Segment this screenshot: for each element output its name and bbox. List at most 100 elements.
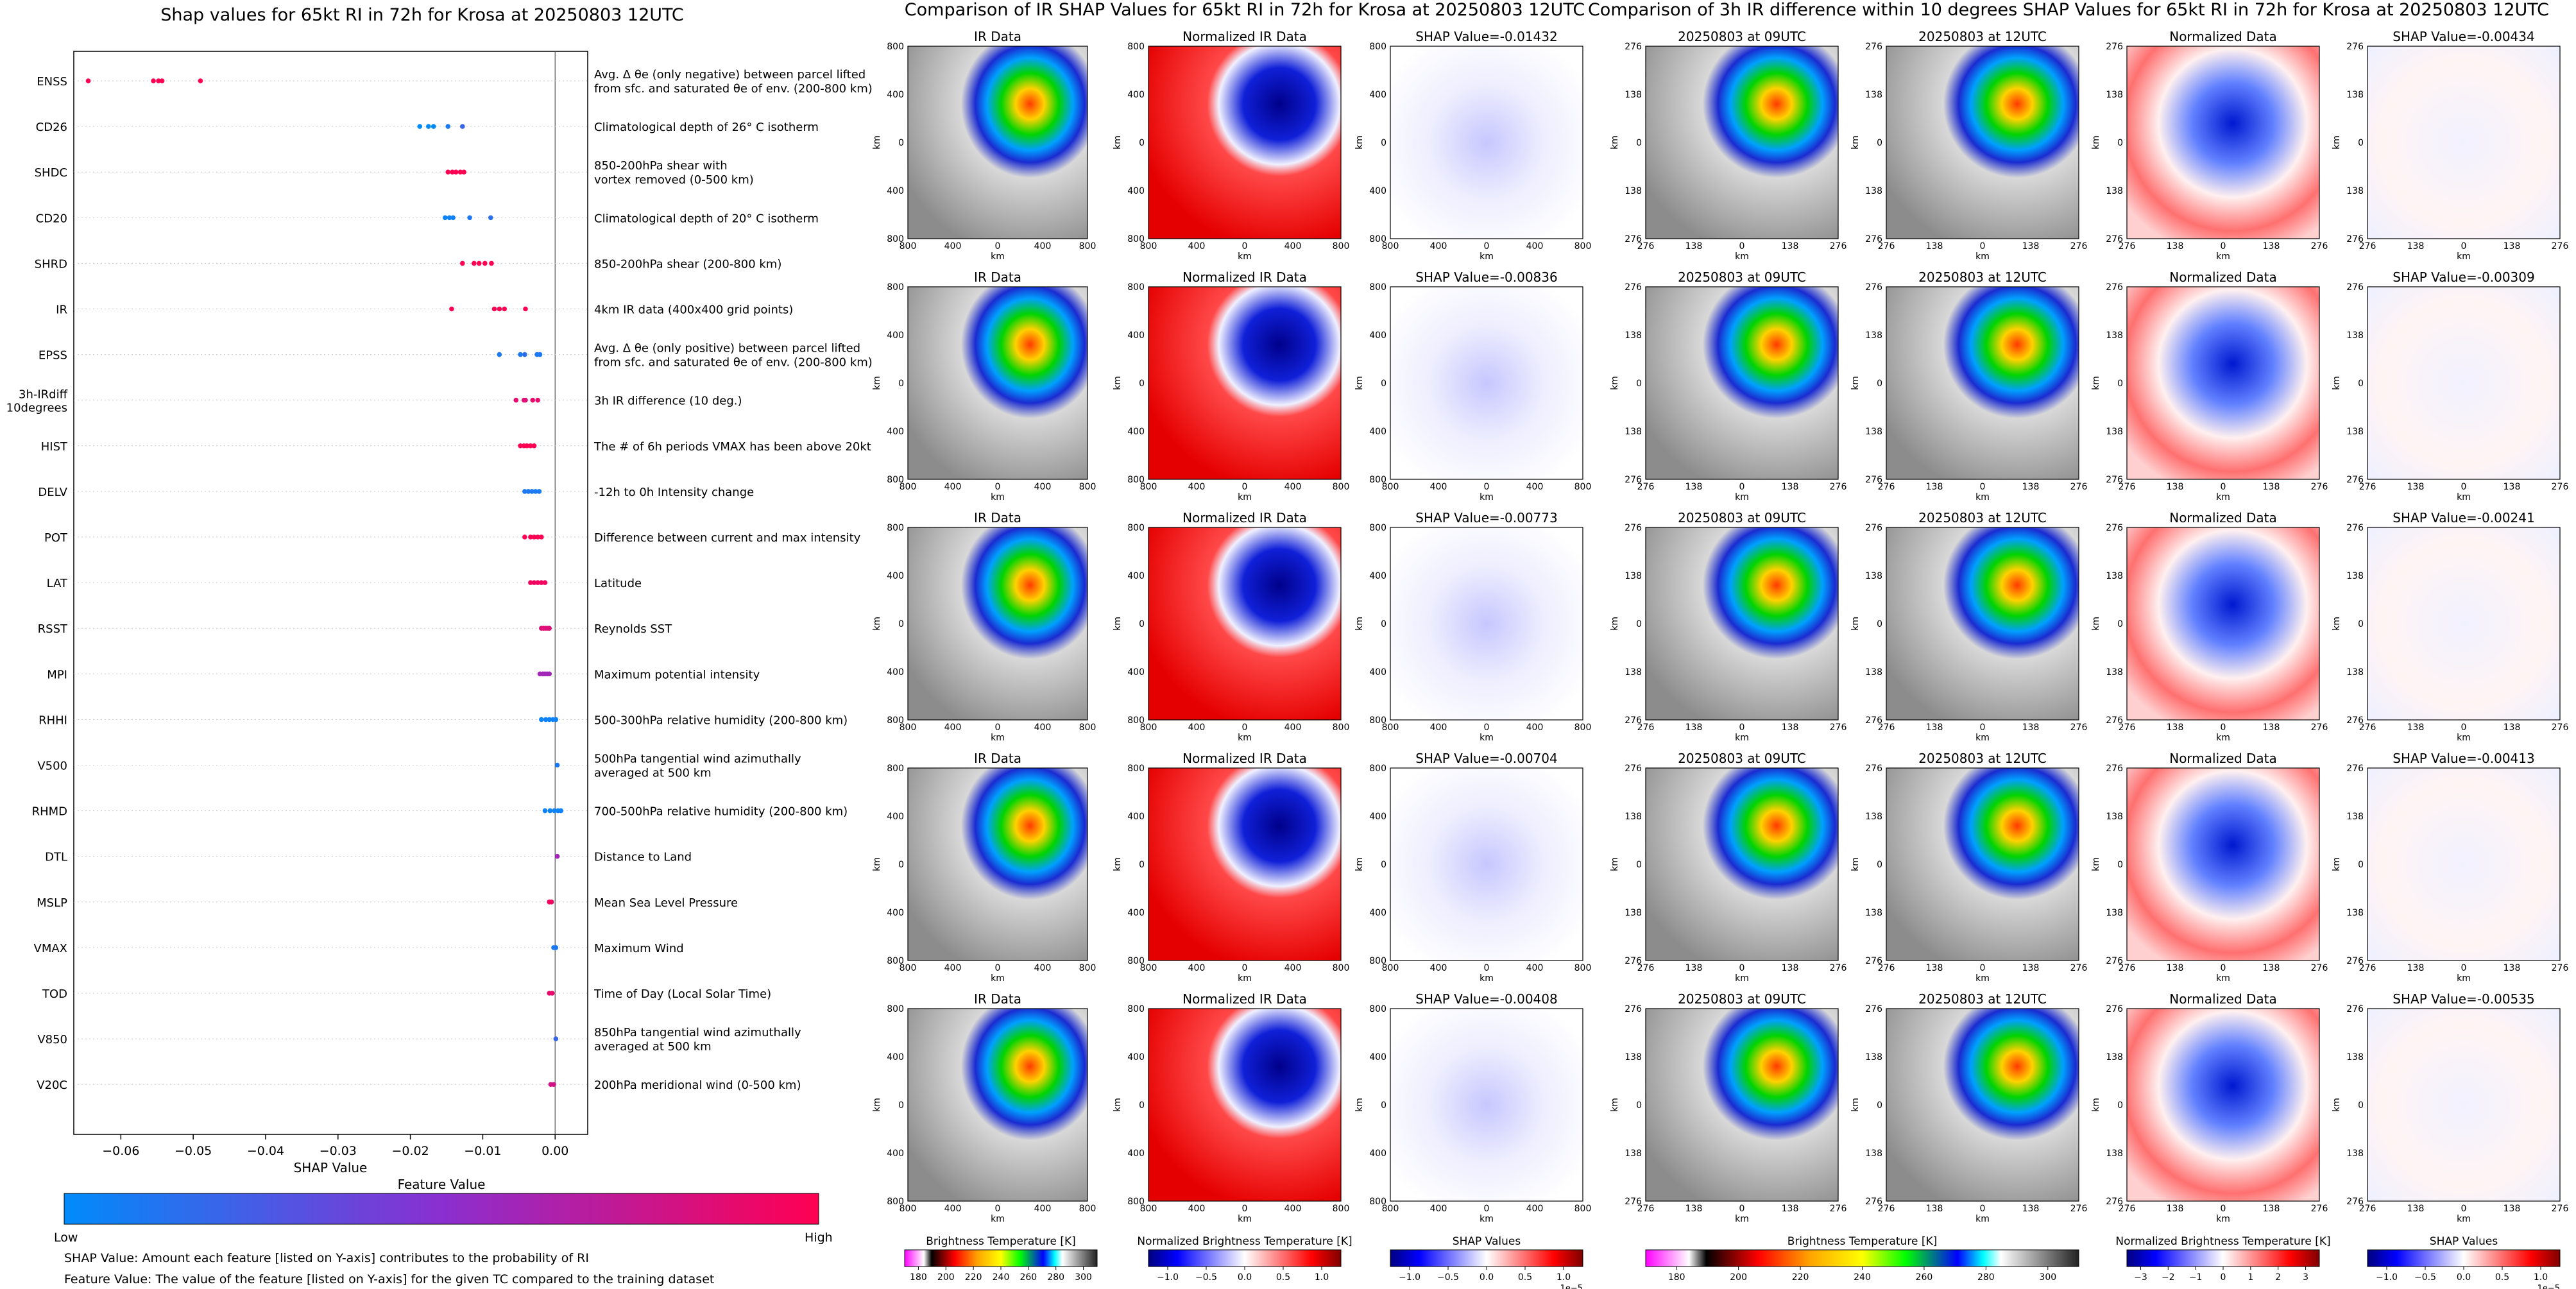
diff-shap-panel: SHAP Value=-0.00434276276138138001381382… (2332, 29, 2568, 262)
y-tick-label: 0 (1139, 619, 1145, 629)
panel-image (2367, 1008, 2561, 1202)
feature-description: 500hPa tangential wind azimuthally (594, 753, 801, 766)
panel-title: IR Data (974, 510, 1021, 525)
colorbar-tick-label: 220 (1792, 1272, 1809, 1283)
shap-point (461, 169, 466, 175)
x-tick-label: 0 (1242, 1204, 1248, 1214)
panel-image (2367, 527, 2561, 721)
x-tick-label: 0 (1739, 241, 1745, 252)
shap-point (522, 489, 527, 494)
colorbar-tick-label: −1 (2189, 1272, 2203, 1283)
shap-x-ticks: −0.06 −0.05 −0.04 −0.03 −0.02 −0.01 0.00 (102, 1134, 568, 1158)
x-tick-label: 0 (995, 722, 1001, 733)
y-tick-label: 400 (1369, 1148, 1386, 1159)
y-tick-label: 400 (887, 667, 904, 678)
y-tick-label: 0 (1636, 1100, 1642, 1111)
x-tick-label: 400 (1034, 1204, 1052, 1214)
shap-point (467, 215, 472, 221)
feature-description: 850-200hPa shear with (594, 159, 728, 173)
y-axis-label: km (1354, 617, 1365, 631)
shap-point (535, 534, 540, 540)
y-tick-label: 138 (2346, 908, 2364, 918)
feature-description: Difference between current and max inten… (594, 531, 861, 545)
y-tick-label: 138 (2346, 1148, 2364, 1159)
shap-points (85, 78, 564, 1087)
x-tick-label: 400 (1188, 482, 1206, 492)
x-tick-label: 800 (900, 241, 917, 252)
x-tick-label: 0 (2221, 482, 2226, 492)
y-tick-label: 138 (1625, 812, 1642, 822)
panel-title: 20250803 at 12UTC (1918, 269, 2047, 285)
y-tick-label: 0 (1877, 860, 1882, 870)
feature-description-line2: from sfc. and saturated θe of env. (200-… (594, 356, 873, 370)
x-tick-label: 276 (1830, 482, 1847, 492)
colorbar-offset: 1e−5 (2538, 1284, 2560, 1289)
y-tick-label: 276 (1865, 1197, 1882, 1207)
colorbar-tick-label: 0.5 (1518, 1272, 1532, 1283)
panel-title: IR Data (974, 29, 1021, 44)
x-tick-label: 400 (1430, 963, 1447, 973)
shap-point (538, 534, 544, 540)
x-tick-label: 400 (944, 963, 962, 973)
x-axis-label: km (1735, 252, 1749, 262)
y-tick-label: 0 (898, 619, 904, 629)
y-axis-label: km (1610, 1098, 1620, 1112)
shap-point (535, 397, 540, 403)
y-tick-label: 138 (1625, 908, 1642, 918)
colorbar-tick-label: 0.5 (2495, 1272, 2509, 1283)
y-tick-label: 276 (1865, 282, 1882, 293)
x-tick-label: 276 (1637, 963, 1655, 973)
colorbar-tick-label: 260 (1916, 1272, 1933, 1283)
panel-image (1645, 767, 1839, 961)
x-tick-label: 0 (2461, 963, 2467, 973)
y-axis-label: km (2332, 1098, 2342, 1112)
feature-code-line2: 10degrees (6, 402, 67, 415)
y-tick-label: 0 (1381, 138, 1386, 148)
panel-title: IR Data (974, 751, 1021, 766)
x-tick-label: 276 (2070, 1204, 2088, 1214)
normalized-ir-panel: Normalized IR Data8008004004000040040080… (1113, 510, 1349, 743)
y-tick-label: 400 (1127, 667, 1145, 678)
normalized-diff-panel: Normalized Data2762761381380013813827627… (2091, 29, 2328, 262)
y-tick-label: 138 (2106, 667, 2123, 678)
shap-point (445, 124, 451, 129)
feature-code: DELV (38, 486, 67, 499)
shap-point (542, 808, 548, 814)
shap-point (497, 306, 502, 312)
y-tick-label: 276 (1865, 523, 1882, 533)
x-tick-label: 138 (2407, 722, 2425, 733)
x-tick-label: 400 (1526, 1204, 1544, 1214)
x-tick-label: 400 (1430, 722, 1447, 733)
x-tick-label: 138 (2407, 1204, 2425, 1214)
y-tick-label: 276 (1865, 1004, 1882, 1014)
colorbar-low: Low (54, 1231, 78, 1245)
shap-point (538, 717, 544, 722)
y-tick-label: 138 (2346, 186, 2364, 196)
x-tick-label: 400 (1034, 963, 1052, 973)
y-axis-label: km (1610, 135, 1620, 149)
panel-title: SHAP Value=-0.00413 (2393, 751, 2534, 766)
panel-title: Normalized IR Data (1182, 751, 1307, 766)
shap-point (553, 945, 559, 950)
y-tick-label: 800 (887, 282, 904, 293)
x-tick-label: 276 (2070, 963, 2088, 973)
colorbar-tick-label: 0.0 (2457, 1272, 2471, 1283)
panel-title: 20250803 at 09UTC (1678, 510, 1806, 525)
y-tick-label: 400 (1127, 812, 1145, 822)
colorbar-tick-label: 180 (910, 1272, 927, 1283)
shap-point (431, 124, 436, 129)
panel-image (2367, 767, 2561, 961)
x-tick-label: 800 (1574, 722, 1592, 733)
diff-09utc-panel: 20250803 at 09UTC27627613813800138138276… (1610, 991, 1847, 1224)
x-tick-label: 276 (1878, 482, 1895, 492)
panel-image (2126, 46, 2320, 239)
x-tick-label: 276 (1830, 963, 1847, 973)
y-tick-label: 800 (1127, 1197, 1145, 1207)
panel-image (1645, 46, 1839, 239)
y-tick-label: 800 (1369, 523, 1386, 533)
panel-title: IR Data (974, 991, 1021, 1007)
colorbar-label: Brightness Temperature [K] (926, 1235, 1075, 1248)
y-tick-label: 138 (1865, 90, 1882, 100)
x-tick-label: 138 (2407, 482, 2425, 492)
